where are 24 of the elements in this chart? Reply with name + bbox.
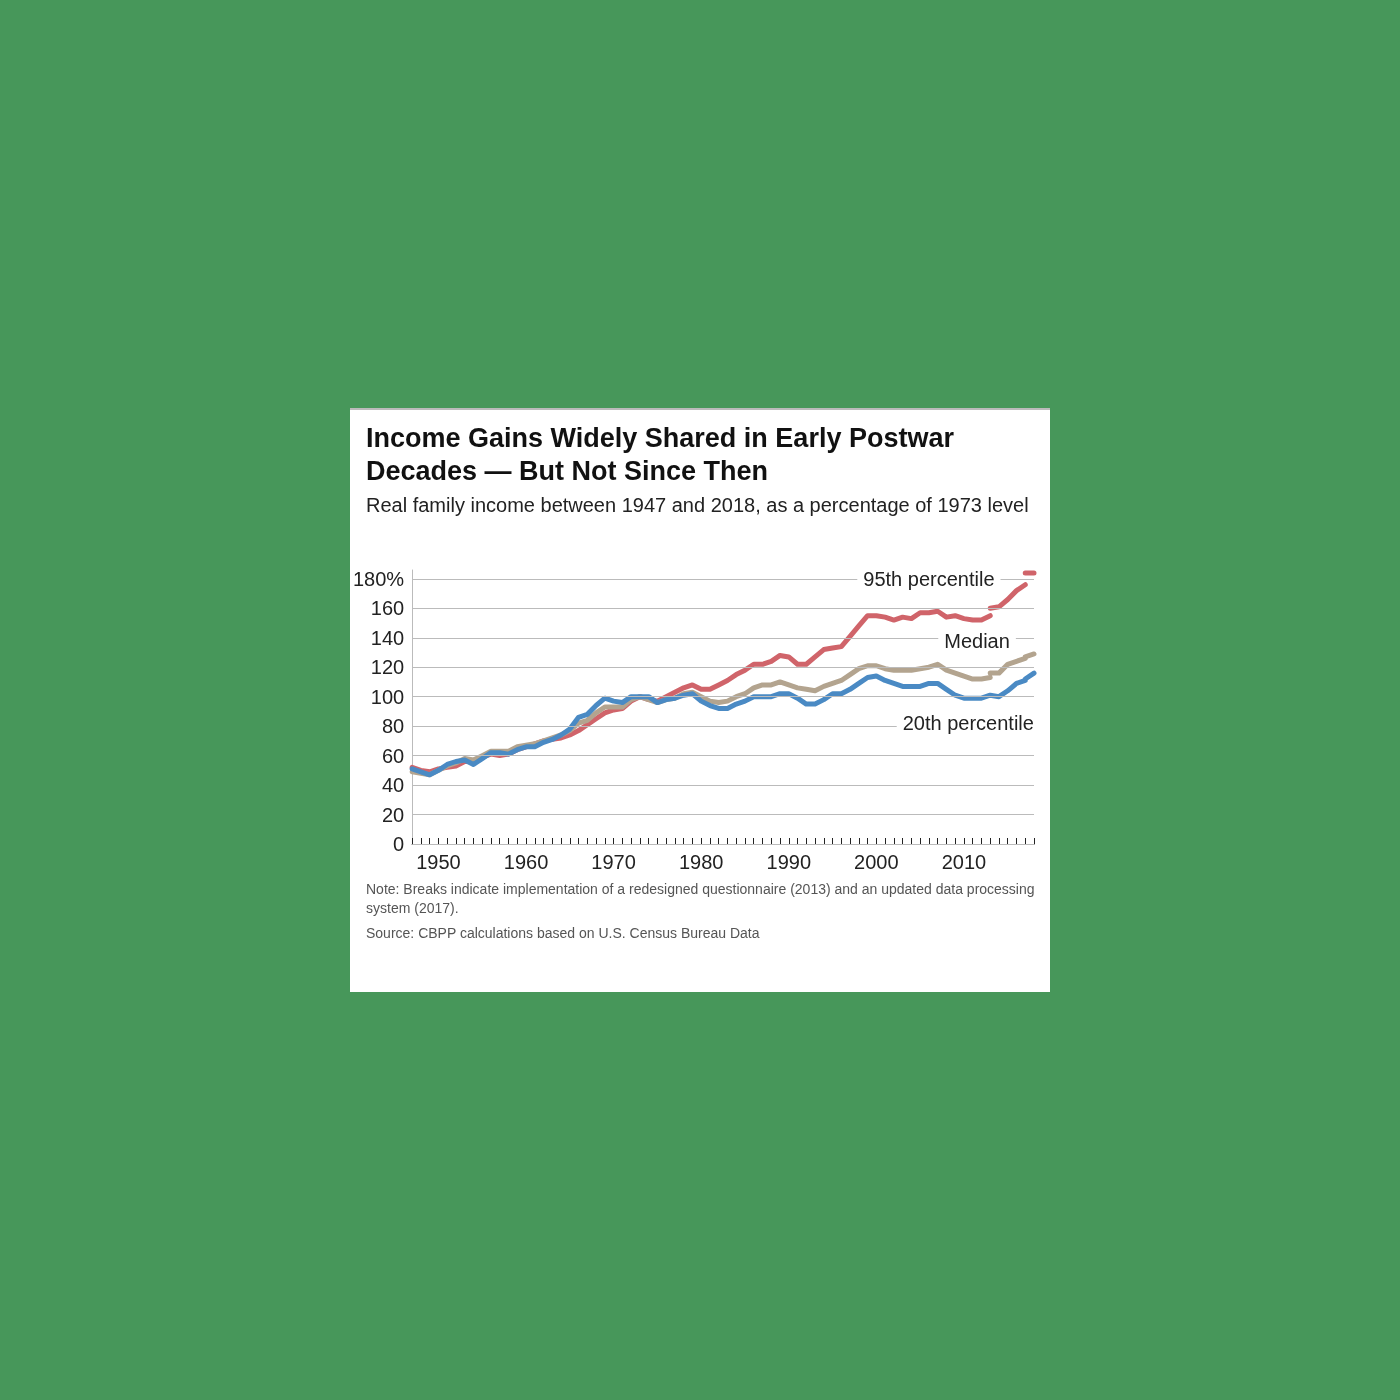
- series-label: Median: [944, 629, 1010, 652]
- series-label: 20th percentile: [902, 712, 1034, 735]
- chart-title: Income Gains Widely Shared in Early Postwar Decades — But Not Since Then: [366, 422, 955, 488]
- y-tick-label: 160: [370, 597, 405, 620]
- x-tick-label: 1980: [678, 851, 724, 873]
- y-tick-label: 140: [370, 626, 405, 649]
- x-tick-label: 1960: [503, 851, 549, 873]
- y-tick-label: 100: [370, 685, 405, 708]
- y-tick-label: 0: [393, 833, 405, 855]
- x-tick-label: 1950: [416, 851, 461, 873]
- y-tick-label: 80: [381, 715, 405, 738]
- chart-subtitle: Real family income between 1947 and 2018, as a percentage of 1973 level: [366, 494, 1030, 517]
- text: Note: Breaks indicate implementation of a redesigned questionnaire (2013) and an updated data processing system (2017).: [366, 880, 1036, 918]
- y-tick-label: 180%: [353, 567, 405, 590]
- series-label: 95th percentile: [863, 567, 995, 590]
- source-note: Source: CBPP calculations based on U.S. Census Bureau Data: [366, 924, 761, 943]
- x-tick-label: 1990: [766, 851, 812, 873]
- y-tick-label: 120: [370, 656, 405, 679]
- x-tick-label: 1970: [591, 851, 636, 873]
- y-tick-label: 40: [381, 774, 405, 797]
- y-tick-label: 20: [381, 803, 405, 826]
- x-tick-label: 2000: [854, 851, 899, 873]
- y-tick-label: 60: [381, 744, 405, 767]
- x-tick-label: 2010: [941, 851, 987, 873]
